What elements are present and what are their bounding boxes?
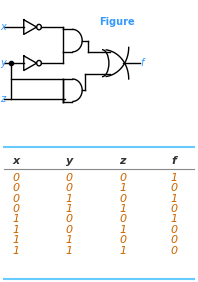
Text: 0: 0 <box>171 183 178 193</box>
Text: 1: 1 <box>171 173 178 183</box>
Text: 0: 0 <box>119 193 126 204</box>
Text: 0: 0 <box>66 173 73 183</box>
Text: 0: 0 <box>12 193 19 204</box>
Text: 0: 0 <box>171 246 178 256</box>
Text: 0: 0 <box>12 204 19 214</box>
Text: 0: 0 <box>119 235 126 245</box>
Text: x: x <box>0 22 6 32</box>
Text: 1: 1 <box>119 246 126 256</box>
Text: 0: 0 <box>12 183 19 193</box>
Text: 1: 1 <box>12 235 19 245</box>
Text: 1: 1 <box>66 235 73 245</box>
Text: 1: 1 <box>119 204 126 214</box>
Text: y: y <box>0 58 6 68</box>
Text: 1: 1 <box>12 225 19 235</box>
Text: 0: 0 <box>119 214 126 224</box>
Text: z: z <box>0 94 5 104</box>
Text: 1: 1 <box>66 204 73 214</box>
Text: 0: 0 <box>119 173 126 183</box>
Text: 0: 0 <box>171 204 178 214</box>
Text: 1: 1 <box>171 214 178 224</box>
Text: f: f <box>141 58 144 68</box>
Text: Figure: Figure <box>99 17 135 27</box>
Text: 0: 0 <box>12 173 19 183</box>
Text: x: x <box>12 156 19 166</box>
Text: 0: 0 <box>66 214 73 224</box>
Text: 1: 1 <box>119 183 126 193</box>
Text: 0: 0 <box>171 235 178 245</box>
Text: 1: 1 <box>12 246 19 256</box>
Text: 1: 1 <box>12 214 19 224</box>
Text: z: z <box>120 156 126 166</box>
Text: f: f <box>172 156 177 166</box>
Text: 0: 0 <box>66 183 73 193</box>
Text: 0: 0 <box>66 225 73 235</box>
Text: 1: 1 <box>171 193 178 204</box>
Text: 1: 1 <box>66 193 73 204</box>
Text: y: y <box>66 156 73 166</box>
Text: 1: 1 <box>119 225 126 235</box>
Text: 1: 1 <box>66 246 73 256</box>
Text: 0: 0 <box>171 225 178 235</box>
